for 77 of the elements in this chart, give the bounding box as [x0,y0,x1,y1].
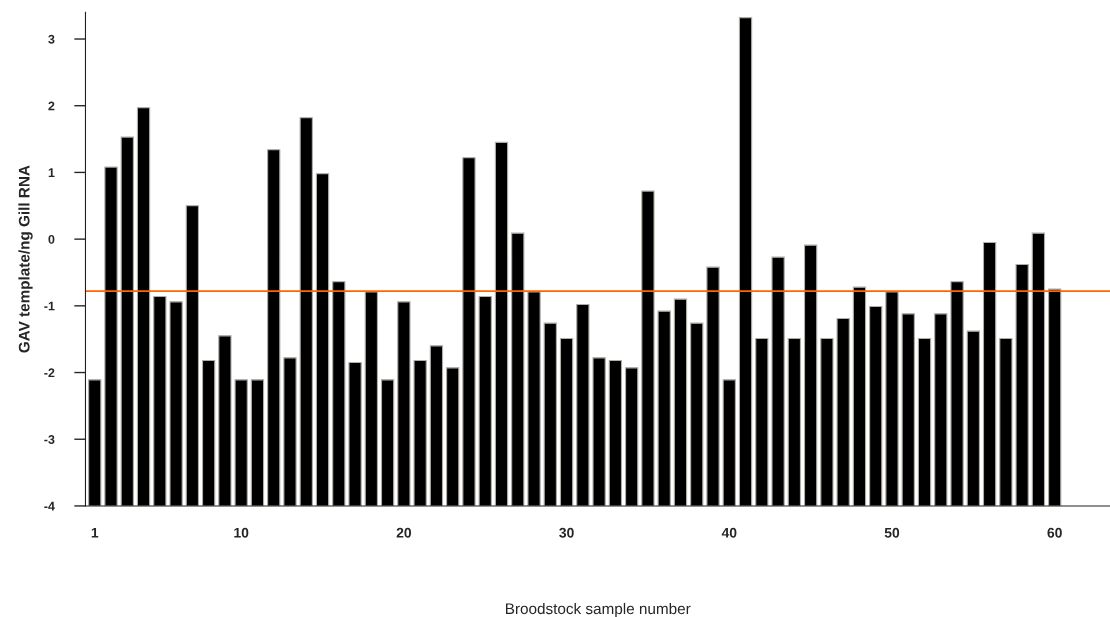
bar [315,173,330,506]
bar [153,295,167,506]
y-tick-label: -3 [44,435,55,444]
y-axis-title: GAV template/ng Gill RNA [18,165,33,353]
bar [332,281,346,506]
bar [869,305,883,506]
bar [348,361,362,506]
bar [1048,288,1062,506]
bar [836,317,850,506]
bar [283,357,297,506]
bar [950,281,964,506]
bar [413,359,427,506]
bar [966,330,980,506]
bar [722,379,736,506]
bar [494,141,509,506]
bar [104,166,118,506]
bar [771,256,785,506]
bar [88,379,102,506]
bar [462,157,476,506]
y-tick-label: 0 [48,234,55,244]
bar [267,149,281,506]
bar [527,291,541,506]
bar [917,337,932,506]
bar [478,295,492,506]
bar [511,232,525,506]
bar [364,291,378,506]
bar [1031,232,1046,506]
bar [999,337,1013,506]
x-tick-label: 20 [396,527,412,538]
bar [934,313,948,506]
bar [673,298,688,506]
bar [608,359,623,506]
x-tick-label: 1 [91,527,99,538]
y-tick-label: 1 [48,168,55,177]
bar [803,244,818,506]
bar [120,136,134,506]
x-tick-label: 10 [234,527,249,538]
bar [820,337,834,506]
x-tick-label: 40 [721,527,737,538]
bar [1015,263,1029,506]
bar [218,335,232,506]
bar [299,117,313,506]
bar [543,322,557,506]
bar [852,286,867,506]
bar [429,345,444,506]
y-tick-label: -4 [44,501,55,511]
bar [169,301,183,506]
bar [641,190,655,506]
bar [559,337,574,506]
bar [885,291,899,506]
bar [755,337,769,506]
bar [738,17,753,506]
bar [706,266,720,506]
x-tick-label: 50 [884,527,900,538]
bar [201,359,216,506]
bar [787,337,802,506]
y-tick-label: 3 [48,34,55,44]
bar [185,205,200,506]
bar [380,379,395,506]
y-tick-label: 2 [48,101,55,111]
bar [690,322,704,506]
bar [576,303,590,506]
x-tick-label: 60 [1047,527,1062,538]
bar [982,241,997,506]
bar [397,301,411,506]
bar [234,379,248,506]
x-axis-title: Broodstock sample number [506,602,691,617]
bar [136,107,151,506]
bar [592,357,606,506]
x-tick-label: 30 [559,527,574,538]
y-tick-label: -2 [44,368,55,378]
bar [625,367,639,506]
bar [446,367,460,506]
bar [250,379,265,506]
bar [901,313,915,506]
y-tick-label: -1 [44,301,55,311]
bar [657,310,671,506]
